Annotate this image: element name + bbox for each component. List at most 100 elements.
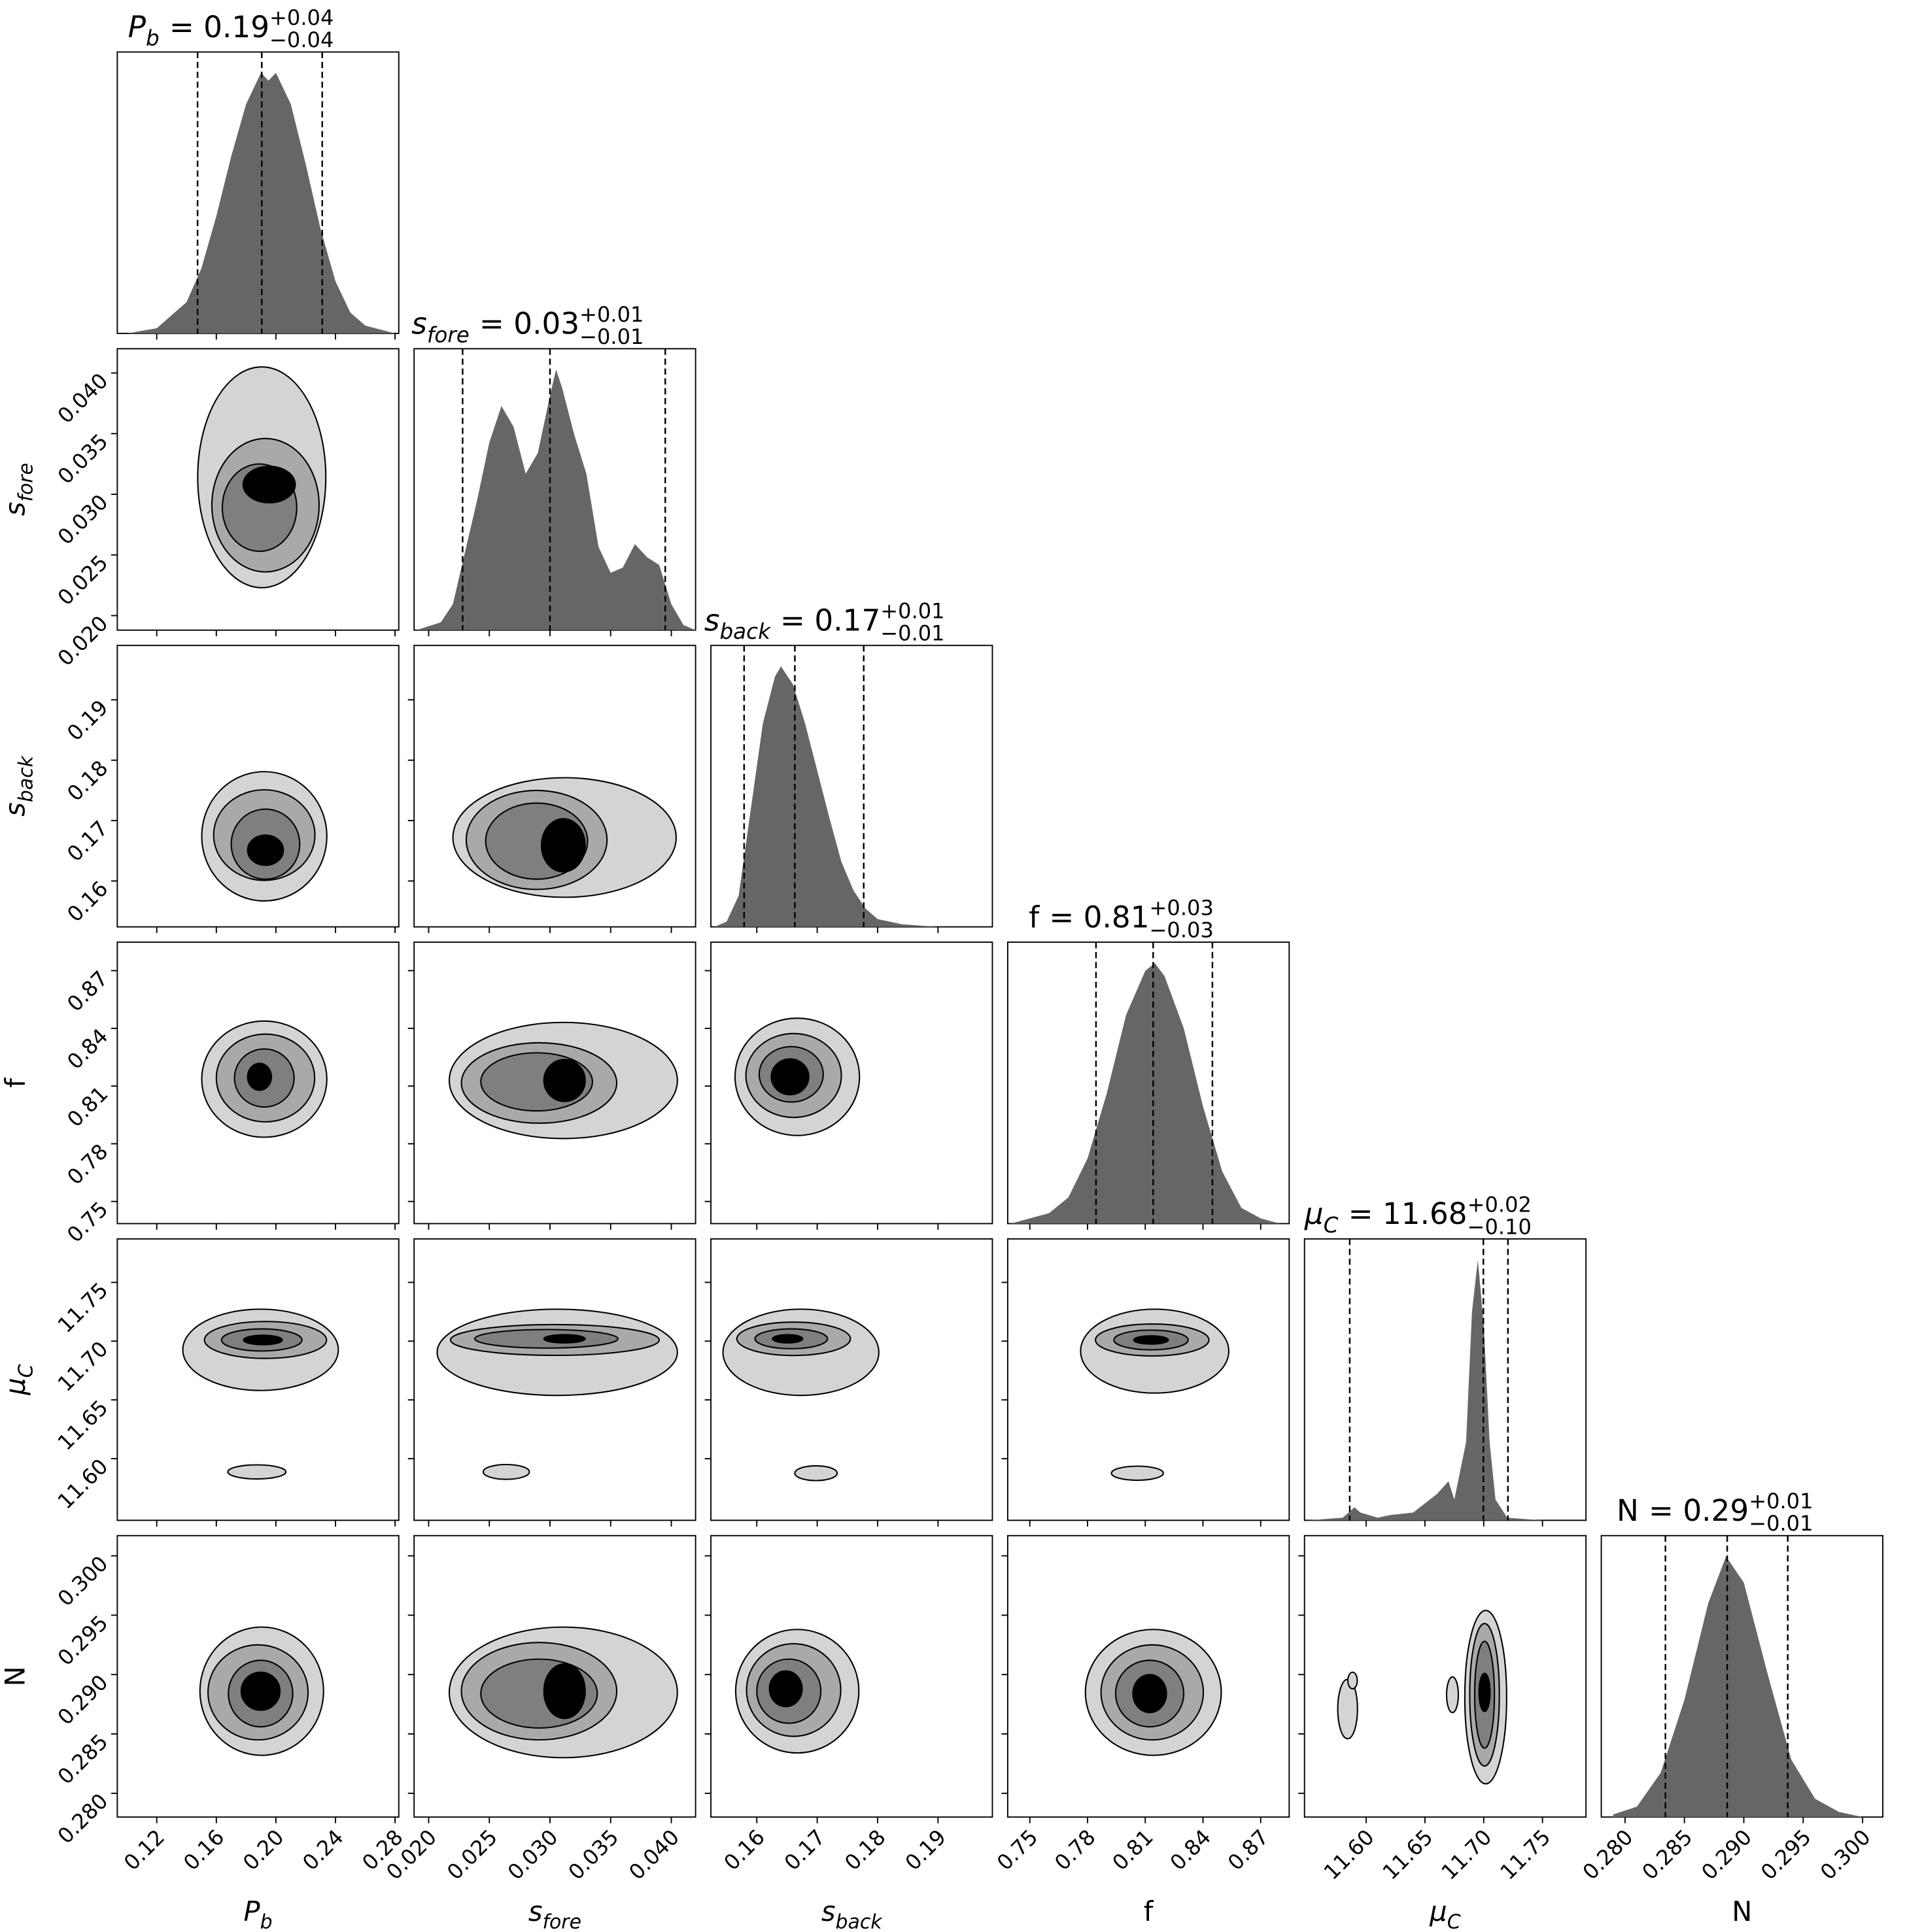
contour xyxy=(543,1059,586,1102)
subscript: b xyxy=(260,1910,273,1932)
y-tick-label: 0.040 xyxy=(53,368,113,428)
histogram xyxy=(1613,1556,1863,1818)
symbol: s xyxy=(821,1895,836,1927)
x-tick-label: 0.280 xyxy=(1578,1825,1638,1885)
x-tick-label: 11.60 xyxy=(1319,1825,1379,1885)
contour xyxy=(540,818,586,873)
histogram xyxy=(1010,962,1280,1224)
y-tick-label: 0.18 xyxy=(62,755,112,805)
subscript: C xyxy=(14,1364,37,1378)
subscript: b xyxy=(146,26,160,51)
y-tick-label: 0.75 xyxy=(62,1196,112,1247)
x-tick-label: 11.65 xyxy=(1378,1825,1438,1885)
subscript: C xyxy=(1447,1910,1461,1932)
subscript: C xyxy=(1324,1213,1339,1238)
y-axis-label: sfore xyxy=(0,463,37,516)
symbol: s xyxy=(411,307,427,341)
subscript: back xyxy=(836,1910,884,1932)
x-tick-label: 0.290 xyxy=(1696,1825,1757,1885)
y-tick-label: 0.025 xyxy=(53,550,113,610)
y-tick-label: 0.020 xyxy=(53,611,113,671)
contour xyxy=(243,1334,283,1346)
contour xyxy=(543,1334,586,1344)
subscript: fore xyxy=(542,1910,581,1932)
x-tick-label: 0.025 xyxy=(442,1825,502,1885)
x-axis-label: μC xyxy=(1429,1895,1460,1932)
x-tick-label: 0.16 xyxy=(179,1825,229,1875)
contour xyxy=(1445,1676,1460,1714)
contour xyxy=(1478,1672,1491,1712)
symbol: N xyxy=(0,1666,31,1686)
symbol: μ xyxy=(1304,1196,1324,1231)
panel-title: N = 0.29+0.01 −0.01 xyxy=(1617,1489,1813,1536)
contour xyxy=(247,1062,273,1091)
symbol: s xyxy=(528,1895,543,1927)
y-axis-label: μC xyxy=(0,1364,37,1395)
x-axis-label: sback xyxy=(821,1895,883,1932)
subscript: fore xyxy=(427,322,470,347)
y-tick-label: 0.16 xyxy=(62,876,112,926)
y-tick-label: 0.285 xyxy=(53,1729,113,1789)
x-tick-label: 0.75 xyxy=(992,1825,1042,1875)
symbol: s xyxy=(0,802,31,817)
x-tick-label: 0.20 xyxy=(238,1825,288,1875)
x-tick-label: 0.87 xyxy=(1223,1825,1273,1875)
symbol: f xyxy=(1144,1895,1154,1927)
contour xyxy=(247,834,284,866)
x-tick-label: 0.285 xyxy=(1637,1825,1697,1885)
title-upper: +0.02 xyxy=(1467,1192,1532,1217)
histogram xyxy=(1307,1259,1543,1521)
contour xyxy=(543,1663,586,1720)
symbol: N xyxy=(1617,1493,1639,1528)
panel-frame xyxy=(1303,1534,1587,1818)
y-tick-label: 11.75 xyxy=(53,1278,113,1338)
subscript: back xyxy=(14,754,37,802)
symbol: f xyxy=(1029,900,1040,934)
title-lower: −0.01 xyxy=(1749,1511,1813,1536)
y-tick-label: 0.81 xyxy=(62,1081,112,1132)
x-tick-label: 0.035 xyxy=(564,1825,624,1885)
x-tick-label: 0.19 xyxy=(901,1825,951,1875)
x-axis-label: f xyxy=(1144,1895,1154,1927)
x-axis-label: sfore xyxy=(528,1895,581,1932)
title-value: = 0.19 xyxy=(169,10,269,44)
x-tick-label: 0.18 xyxy=(840,1825,890,1875)
contour xyxy=(1133,1335,1169,1345)
title-value: = 0.29 xyxy=(1649,1493,1749,1528)
symbol: s xyxy=(704,603,720,638)
y-axis-label: f xyxy=(0,1077,31,1088)
title-lower: −0.03 xyxy=(1150,918,1214,943)
y-tick-label: 0.84 xyxy=(62,1024,112,1074)
contour xyxy=(768,1670,803,1708)
contour xyxy=(242,466,296,504)
x-axis-label: Pb xyxy=(244,1895,273,1932)
y-tick-label: 11.60 xyxy=(53,1454,113,1514)
x-tick-label: 0.78 xyxy=(1050,1825,1100,1875)
y-tick-label: 11.65 xyxy=(53,1395,113,1455)
y-tick-label: 0.17 xyxy=(62,816,112,866)
contour xyxy=(1347,1671,1358,1690)
symbol: μ xyxy=(1429,1895,1447,1927)
title-value: = 0.17 xyxy=(780,603,880,638)
title-value: = 0.03 xyxy=(479,307,579,341)
x-tick-label: 0.300 xyxy=(1815,1825,1876,1885)
symbol: P xyxy=(128,10,146,44)
x-axis-label: N xyxy=(1732,1895,1752,1927)
contour xyxy=(1110,1465,1164,1482)
contour xyxy=(772,1334,804,1344)
title-upper: +0.01 xyxy=(880,599,944,624)
contour xyxy=(482,1463,530,1480)
x-tick-label: 0.040 xyxy=(624,1825,684,1885)
panel-title: f = 0.81+0.03 −0.03 xyxy=(1029,896,1214,943)
x-tick-label: 11.70 xyxy=(1437,1825,1497,1885)
panel-title: sfore = 0.03+0.01 −0.01 xyxy=(411,302,644,349)
symbol: f xyxy=(0,1077,31,1088)
panel-title: μC = 11.68+0.02 −0.10 xyxy=(1304,1192,1532,1239)
y-tick-label: 0.300 xyxy=(53,1551,113,1611)
symbol: P xyxy=(244,1895,260,1927)
contour xyxy=(227,1464,287,1480)
x-tick-label: 11.75 xyxy=(1495,1825,1555,1885)
symbol: N xyxy=(1732,1895,1752,1927)
y-tick-label: 0.295 xyxy=(53,1610,113,1670)
